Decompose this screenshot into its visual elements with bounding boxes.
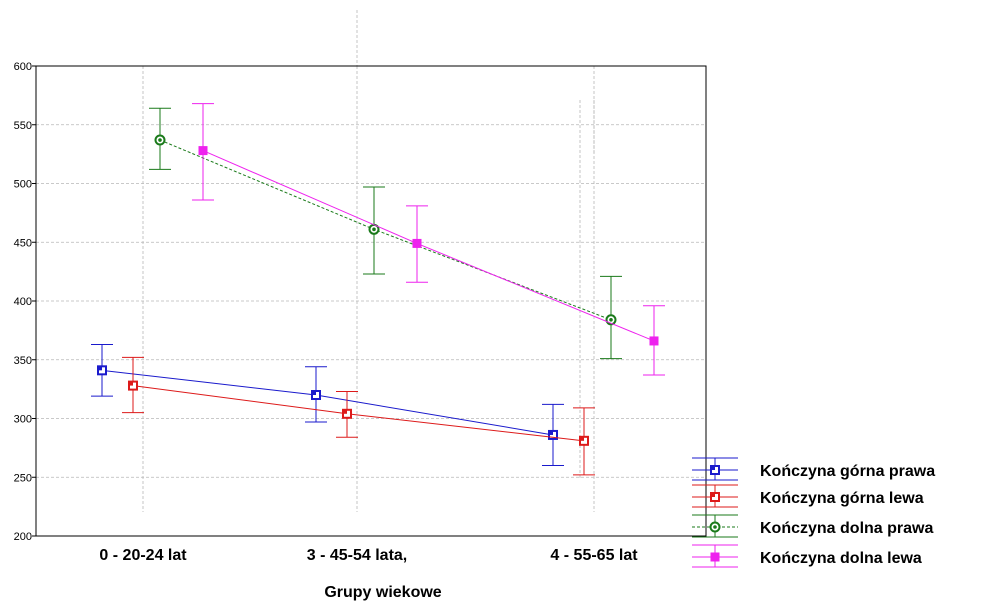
legend-symbol [692,484,738,508]
data-point [579,435,589,446]
y-tick-label: 600 [14,61,32,73]
legend-symbol [692,544,738,568]
legend-label: Kończyna górna prawa [760,463,935,480]
legend-item: Kończyna górna prawa [692,457,935,481]
y-tick-label: 300 [14,414,32,426]
legend-item: Kończyna dolna lewa [692,544,922,568]
series-layer [91,103,665,476]
series-line [132,385,585,442]
data-point [548,429,558,440]
x-axis-title: Grupy wiekowe [324,584,441,601]
legend-item: Kończyna dolna prawa [692,514,933,538]
x-category-label: 3 - 45-54 lata, [307,547,408,564]
legend-marker [710,465,720,475]
data-point [412,238,422,248]
data-point [342,408,352,419]
legend-symbol [692,457,738,481]
legend-label: Kończyna dolna lewa [760,550,922,567]
x-category-label: 4 - 55-65 lat [550,547,638,564]
data-point [97,365,107,376]
data-point [198,146,208,156]
series-2 [122,356,595,476]
legend-label: Kończyna górna lewa [760,490,924,507]
y-tick-label: 500 [14,179,32,191]
legend-item: Kończyna górna lewa [692,484,924,508]
legend-marker [710,492,720,502]
legend-marker [710,552,720,562]
y-axis-ticks: 200 250 300 350 400 450 500 550 600 [14,61,36,543]
data-point [154,134,166,146]
y-tick-label: 450 [14,237,32,249]
series-line [202,150,655,342]
y-tick-label: 250 [14,472,32,484]
x-axis-categories: 0 - 20-24 lat 3 - 45-54 lata, 4 - 55-65 la… [99,547,638,564]
y-tick-label: 550 [14,120,32,132]
legend-marker [709,521,721,533]
data-point [649,336,659,346]
legend: Kończyna górna prawa Kończyna górna lewa K… [692,457,935,568]
data-point [128,380,138,391]
gridlines [36,66,706,512]
legend-label: Kończyna dolna prawa [760,520,933,537]
series-3 [149,107,622,360]
x-category-label: 0 - 20-24 lat [99,547,187,564]
stray-lines [356,10,595,480]
series-4 [192,103,665,376]
legend-symbol [692,514,738,538]
series-line [101,369,554,436]
y-tick-label: 400 [14,296,32,308]
data-point [311,390,321,400]
series-1 [91,343,564,466]
y-tick-label: 200 [14,531,32,543]
y-tick-label: 350 [14,355,32,367]
